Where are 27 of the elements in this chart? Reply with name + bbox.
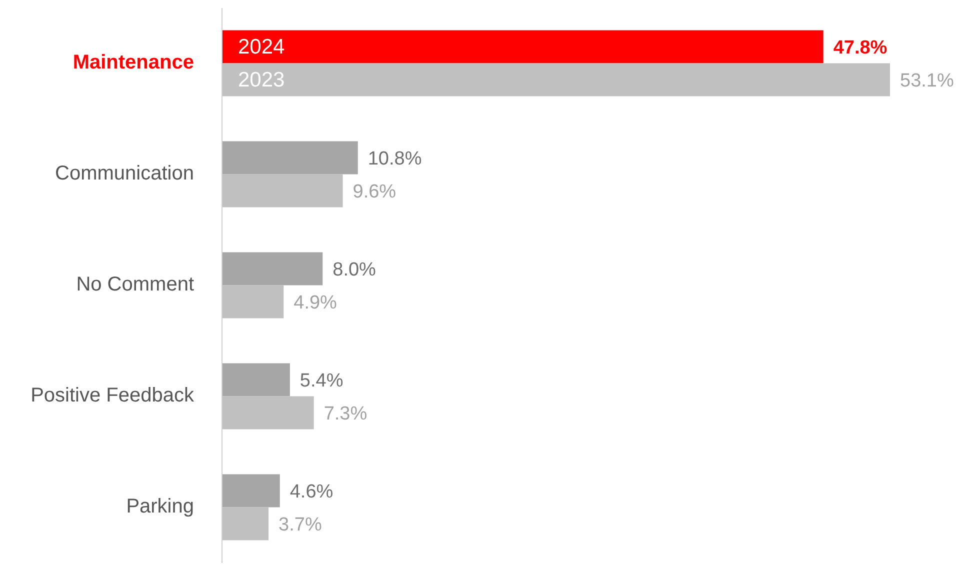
bar [222,363,290,396]
bar [222,30,824,64]
bar [222,474,280,508]
data-label: 10.8% [368,148,422,170]
data-label: 53.1% [900,70,954,92]
data-label: 5.4% [300,370,344,392]
bar [222,396,314,430]
data-label: 3.7% [278,514,322,536]
data-label: 9.6% [352,182,396,203]
bar [222,174,343,208]
data-label: 47.8% [833,38,888,59]
data-label: 4.9% [294,292,338,314]
y-tick-label: Maintenance [72,52,194,74]
bar [222,63,890,96]
bar [222,507,269,540]
series-label: 2023 [238,68,285,92]
data-label: 4.6% [290,482,334,503]
y-tick-label: Positive Feedback [30,384,195,406]
series-label: 2024 [238,36,286,59]
bar [222,141,358,174]
data-label: 7.3% [324,404,368,425]
data-label: 8.0% [332,260,376,281]
bar [222,252,323,286]
y-tick-label: Parking [126,496,194,518]
y-tick-label: No Comment [76,274,194,296]
y-tick-label: Communication [55,162,194,184]
bar [222,285,284,318]
